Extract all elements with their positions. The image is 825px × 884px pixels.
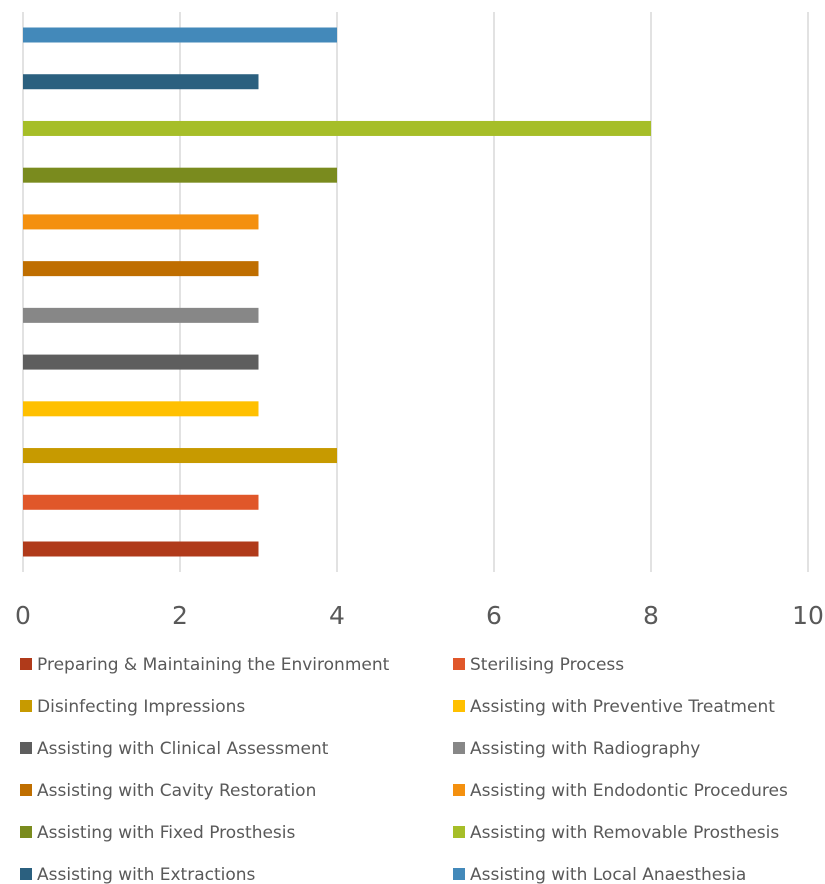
legend-swatch xyxy=(20,700,32,712)
legend-item-5: Assisting with Clinical Assessment xyxy=(20,739,329,759)
bar-3 xyxy=(23,448,337,464)
legend-swatch xyxy=(20,658,32,670)
legend-label: Assisting with Cavity Restoration xyxy=(37,781,316,801)
legend-swatch xyxy=(453,658,465,670)
bar-11 xyxy=(23,74,259,90)
legend-swatch xyxy=(453,784,465,796)
legend-swatch xyxy=(453,868,465,880)
legend-item-7: Assisting with Cavity Restoration xyxy=(20,781,316,801)
legend: Preparing & Maintaining the Environment S… xyxy=(20,655,788,884)
legend-swatch xyxy=(453,826,465,838)
bar-7 xyxy=(23,261,259,277)
x-tick-label-4: 4 xyxy=(329,601,345,630)
bar-8 xyxy=(23,214,259,230)
legend-item-10: Assisting with Removable Prosthesis xyxy=(453,823,779,843)
legend-label: Assisting with Fixed Prosthesis xyxy=(37,823,296,843)
legend-swatch xyxy=(20,784,32,796)
legend-label: Disinfecting Impressions xyxy=(37,697,245,717)
legend-item-8: Assisting with Endodontic Procedures xyxy=(453,781,788,801)
legend-item-9: Assisting with Fixed Prosthesis xyxy=(20,823,296,843)
legend-label: Preparing & Maintaining the Environment xyxy=(37,655,390,675)
x-axis-tick-labels: 0 2 4 6 8 10 xyxy=(15,601,824,630)
bar-2 xyxy=(23,494,259,510)
legend-label: Assisting with Clinical Assessment xyxy=(37,739,329,759)
legend-label: Assisting with Radiography xyxy=(470,739,700,759)
x-tick-label-10: 10 xyxy=(792,601,824,630)
legend-label: Assisting with Local Anaesthesia xyxy=(470,865,746,884)
legend-swatch xyxy=(20,742,32,754)
bar-9 xyxy=(23,167,337,183)
x-tick-label-8: 8 xyxy=(643,601,659,630)
legend-item-12: Assisting with Local Anaesthesia xyxy=(453,865,746,884)
legend-swatch xyxy=(453,742,465,754)
x-tick-label-0: 0 xyxy=(15,601,31,630)
bar-6 xyxy=(23,307,259,323)
legend-label: Assisting with Endodontic Procedures xyxy=(470,781,788,801)
gridlines xyxy=(22,12,809,572)
x-tick-label-6: 6 xyxy=(486,601,502,630)
bars xyxy=(23,27,651,557)
legend-item-2: Sterilising Process xyxy=(453,655,624,675)
legend-item-4: Assisting with Preventive Treatment xyxy=(453,697,775,717)
x-tick-label-2: 2 xyxy=(172,601,188,630)
legend-swatch xyxy=(453,700,465,712)
legend-label: Assisting with Preventive Treatment xyxy=(470,697,775,717)
legend-item-1: Preparing & Maintaining the Environment xyxy=(20,655,390,675)
legend-item-3: Disinfecting Impressions xyxy=(20,697,245,717)
legend-label: Assisting with Removable Prosthesis xyxy=(470,823,779,843)
legend-item-6: Assisting with Radiography xyxy=(453,739,700,759)
legend-item-11: Assisting with Extractions xyxy=(20,865,256,884)
legend-label: Assisting with Extractions xyxy=(37,865,256,884)
legend-swatch xyxy=(20,868,32,880)
bar-1 xyxy=(23,541,259,557)
bar-5 xyxy=(23,354,259,370)
bar-4 xyxy=(23,401,259,417)
bar-10 xyxy=(23,120,651,136)
bar-12 xyxy=(23,27,337,43)
legend-label: Sterilising Process xyxy=(470,655,624,675)
legend-swatch xyxy=(20,826,32,838)
